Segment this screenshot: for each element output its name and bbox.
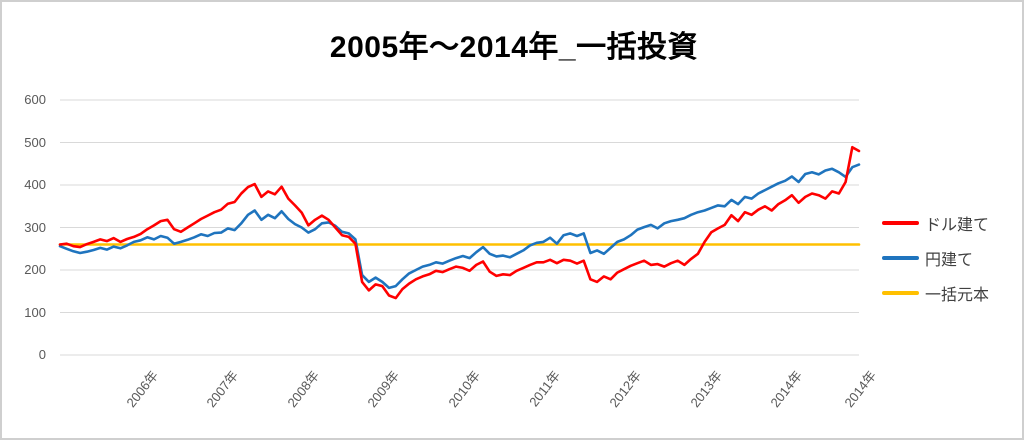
y-tick-label: 100 <box>24 304 46 320</box>
legend: ドル建て円建て一括元本 <box>882 210 989 306</box>
series-line-ドル建て <box>58 145 861 300</box>
y-tick-label: 500 <box>24 134 46 150</box>
legend-item: 円建て <box>882 245 989 271</box>
x-tick-label: 2014年 <box>841 367 880 411</box>
legend-swatch-icon <box>882 256 919 260</box>
y-tick-label: 0 <box>38 347 46 362</box>
gridlines <box>60 99 859 356</box>
legend-swatch-icon <box>882 221 919 225</box>
x-tick-label: 2009年 <box>364 367 403 411</box>
x-tick-label: 2006年 <box>123 367 161 411</box>
legend-item: 一括元本 <box>882 280 989 306</box>
x-tick-label: 2007年 <box>203 367 242 411</box>
x-tick-label: 2008年 <box>284 367 322 411</box>
x-tick-label: 2011年 <box>526 367 564 410</box>
legend-label: 一括元本 <box>925 287 990 304</box>
series-lines <box>58 145 861 300</box>
legend-swatch-icon <box>882 291 919 295</box>
y-tick-label: 600 <box>24 92 46 107</box>
legend-label: 円建て <box>925 252 974 269</box>
x-tick-label: 2013年 <box>687 367 725 411</box>
x-tick-label: 2010年 <box>445 367 484 411</box>
x-tick-label: 2012年 <box>606 367 645 411</box>
y-tick-label: 200 <box>24 262 46 277</box>
series-line-円建て <box>58 163 861 290</box>
chart-title: 2005年〜2014年_一括投資 <box>329 31 699 64</box>
legend-item: ドル建て <box>882 210 989 236</box>
y-tick-label: 400 <box>24 177 46 192</box>
y-tick-label: 300 <box>24 219 46 235</box>
legend-label: ドル建て <box>925 217 990 234</box>
plot-area <box>58 99 861 356</box>
x-tick-label: 2014年 <box>767 367 806 411</box>
